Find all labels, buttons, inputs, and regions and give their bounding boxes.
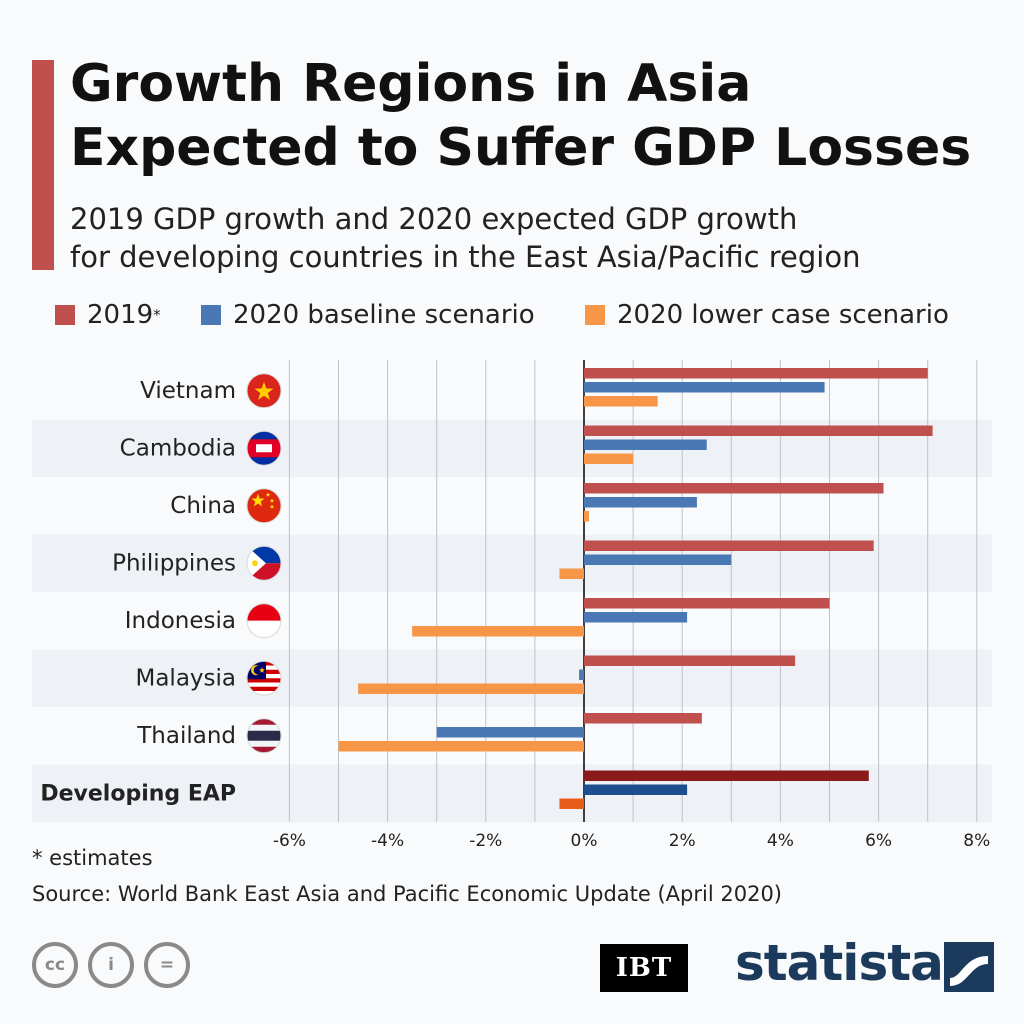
cambodia-flag-icon — [247, 431, 281, 466]
bar-lower-developing-eap — [559, 798, 584, 809]
bar-lower-vietnam — [584, 396, 658, 407]
category-label: Philippines — [112, 550, 236, 576]
statista-logo: statista — [735, 934, 944, 992]
x-tick-label: 2% — [669, 831, 696, 850]
bar-lower-indonesia — [412, 626, 584, 637]
bar-baseline-vietnam — [584, 382, 825, 393]
bar-baseline-philippines — [584, 554, 732, 565]
bar-2019-cambodia — [584, 425, 933, 436]
x-tick-label: -2% — [469, 831, 502, 850]
category-label: Developing EAP — [40, 781, 236, 806]
bar-baseline-malaysia — [579, 669, 584, 680]
x-tick-label: -6% — [273, 831, 306, 850]
source-note: Source: World Bank East Asia and Pacific… — [32, 882, 782, 906]
footnote: * estimates — [32, 846, 153, 870]
bar-chart: -6% -4% -2% 0% 2% 4% 6% 8% Vietnam Cambodia China P… — [32, 360, 992, 850]
legend-label-lower: 2020 lower case scenario — [617, 300, 949, 330]
subtitle-line-2: for developing countries in the East Asi… — [70, 240, 861, 274]
no-derivatives-icon: = — [144, 942, 190, 988]
bar-lower-cambodia — [584, 453, 634, 464]
bar-baseline-thailand — [436, 727, 584, 738]
category-label: Indonesia — [125, 608, 236, 634]
bar-lower-malaysia — [358, 683, 584, 694]
category-label: Vietnam — [140, 378, 236, 404]
creative-commons-icon: cc — [32, 942, 78, 988]
bar-2019-philippines — [584, 540, 874, 551]
chart-legend: 2019 * 2020 baseline scenario 2020 lower … — [55, 300, 1015, 336]
bar-lower-philippines — [559, 568, 584, 579]
legend-item-lower: 2020 lower case scenario — [585, 300, 949, 330]
china-flag-icon — [247, 488, 281, 523]
ibt-logo: IBT — [600, 944, 688, 992]
x-tick-label: 0% — [571, 831, 598, 850]
bar-2019-thailand — [584, 713, 702, 724]
chart-title: Growth Regions in Asia Expected to Suffe… — [70, 54, 972, 178]
category-label: Malaysia — [135, 665, 236, 691]
legend-swatch-baseline — [201, 305, 221, 325]
bar-baseline-developing-eap — [584, 784, 688, 795]
legend-asterisk: * — [153, 306, 161, 324]
x-tick-label: 8% — [963, 831, 990, 850]
bar-2019-indonesia — [584, 598, 830, 609]
bar-2019-vietnam — [584, 368, 928, 379]
x-tick-label: -4% — [371, 831, 404, 850]
statista-mark-icon — [944, 942, 994, 992]
x-tick-label: 4% — [767, 831, 794, 850]
title-accent-bar — [32, 60, 54, 270]
category-label: China — [170, 493, 236, 519]
bar-baseline-china — [584, 497, 697, 508]
row-band — [32, 649, 992, 707]
vietnam-flag-icon — [247, 373, 281, 408]
bar-2019-malaysia — [584, 655, 796, 666]
legend-item-2019: 2019 * — [55, 300, 161, 330]
bar-2019-developing-eap — [584, 770, 869, 781]
bar-baseline-indonesia — [584, 612, 688, 623]
legend-item-baseline: 2020 baseline scenario — [201, 300, 535, 330]
china-flag-border — [246, 488, 282, 524]
indonesia-flag-icon — [247, 603, 281, 638]
bar-lower-thailand — [338, 741, 584, 752]
malaysia-flag-border — [246, 660, 282, 696]
legend-label-baseline: 2020 baseline scenario — [233, 300, 535, 330]
bar-2019-china — [584, 483, 884, 494]
philippines-flag-border — [246, 545, 282, 581]
category-label: Thailand — [136, 723, 236, 749]
cambodia-flag-border — [246, 430, 282, 466]
chart-subtitle: 2019 GDP growth and 2020 expected GDP gr… — [70, 200, 1010, 276]
legend-swatch-2019 — [55, 305, 75, 325]
legend-label-2019: 2019 — [87, 300, 154, 330]
indonesia-flag-border — [246, 603, 282, 639]
category-label: Cambodia — [120, 435, 236, 461]
attribution-icon: i — [88, 942, 134, 988]
bar-baseline-cambodia — [584, 439, 707, 450]
malaysia-flag-icon — [247, 661, 281, 696]
subtitle-line-1: 2019 GDP growth and 2020 expected GDP gr… — [70, 202, 798, 236]
license-icons: cc i = — [32, 942, 190, 988]
philippines-flag-icon — [247, 546, 281, 581]
vietnam-flag-border — [246, 373, 282, 409]
thailand-flag-border — [246, 718, 282, 754]
thailand-flag-icon — [247, 718, 281, 753]
legend-swatch-lower — [585, 305, 605, 325]
x-tick-label: 6% — [865, 831, 892, 850]
bar-lower-china — [584, 511, 589, 522]
